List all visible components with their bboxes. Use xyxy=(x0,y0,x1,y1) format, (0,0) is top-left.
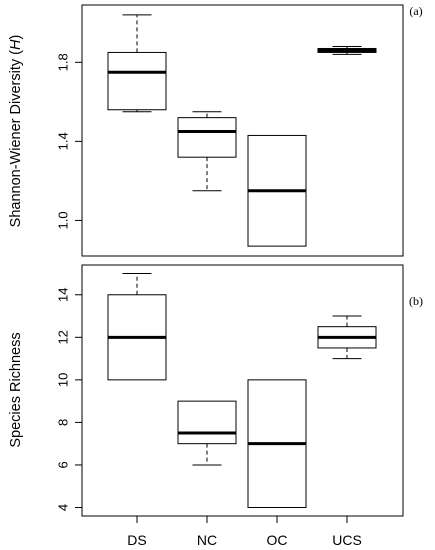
panel-a-y-axis-title: Shannon-Wiener Diversity (H) xyxy=(8,35,24,228)
panel-b-x-axis: DS NC OC UCS xyxy=(127,516,362,548)
panel-b-y-tick-label: 6 xyxy=(56,461,71,468)
x-tick-label-nc: NC xyxy=(197,532,217,548)
panel-b-y-tick-label: 14 xyxy=(56,288,71,302)
panel-b-y-tick-label: 4 xyxy=(56,504,71,511)
panel-a-y-axis: 1.0 1.4 1.8 xyxy=(56,53,82,229)
panel-b-y-tick-label: 8 xyxy=(56,419,71,426)
panel-a-box-nc xyxy=(177,111,237,192)
iqr-box xyxy=(177,117,237,158)
panel-a-box-ds xyxy=(107,14,167,113)
panel-a-y-tick-label: 1.8 xyxy=(56,53,71,71)
panel-a-y-tick-label: 1.0 xyxy=(56,211,71,229)
x-tick-label-oc: OC xyxy=(267,532,288,548)
panel-a-box-ucs xyxy=(317,46,377,55)
panel-b-y-tick-label: 10 xyxy=(56,373,71,387)
panel-a-label: (a) xyxy=(409,4,422,18)
iqr-box xyxy=(177,400,237,445)
panel-b-y-tick-label: 12 xyxy=(56,330,71,344)
panel-a-y-axis-title-italic: H xyxy=(8,39,24,50)
panel-a-y-tick-label: 1.4 xyxy=(56,132,71,150)
panel-a-boxes xyxy=(107,14,377,247)
panel-a-plot-frame xyxy=(81,4,404,257)
panel-b-box-ds xyxy=(107,273,167,381)
panel-b-richness: (b) 4 6 8 10 12 14 DS NC OC UCS Species Richness xyxy=(8,264,423,548)
panel-b-boxes xyxy=(107,273,377,508)
panel-b-plot-frame xyxy=(81,264,404,517)
panel-b-box-nc xyxy=(177,400,237,466)
panel-b-y-axis: 4 6 8 10 12 14 xyxy=(56,288,82,511)
panel-b-label: (b) xyxy=(409,294,423,308)
panel-b-y-axis-title: Species Richness xyxy=(8,332,24,447)
iqr-box xyxy=(107,51,167,111)
panel-a-box-oc xyxy=(247,134,307,247)
panel-a-diversity: (a) 1.0 1.4 1.8 Shannon-Wiener Diversity (… xyxy=(8,4,423,257)
x-tick-label-ds: DS xyxy=(127,532,146,548)
panel-b-box-oc xyxy=(247,379,307,508)
x-tick-label-ucs: UCS xyxy=(332,532,362,548)
panel-b-box-ucs xyxy=(317,315,377,360)
